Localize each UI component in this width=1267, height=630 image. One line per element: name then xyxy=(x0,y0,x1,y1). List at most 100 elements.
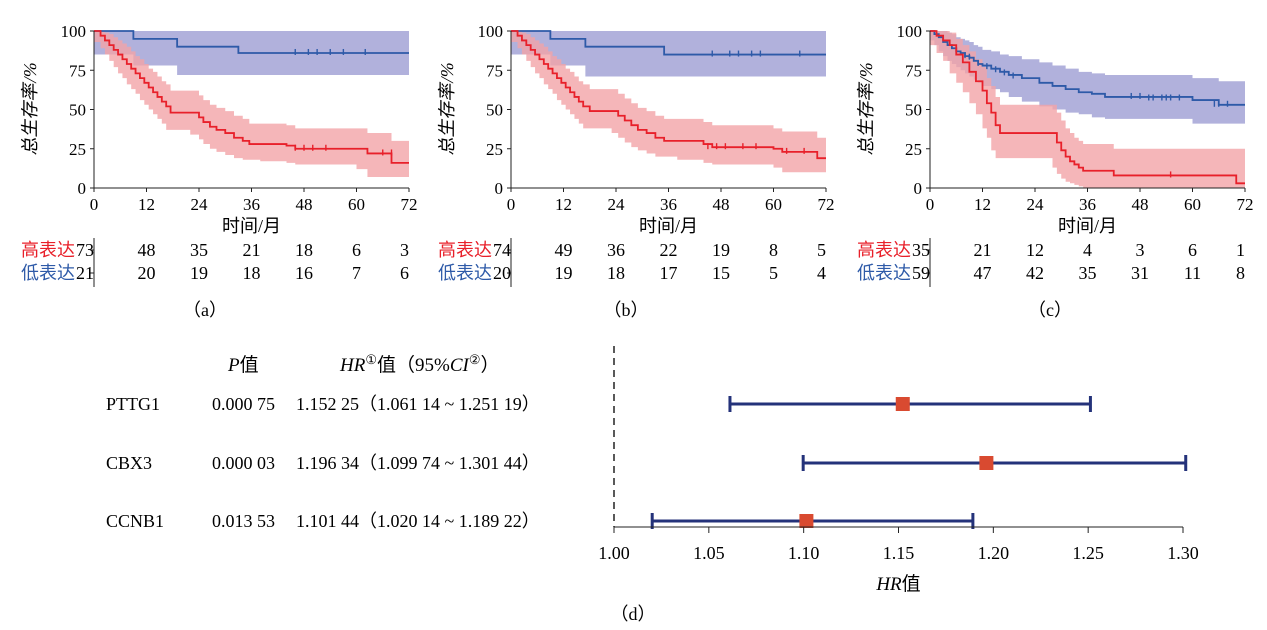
risk-table-group-label: 低表达 xyxy=(21,263,75,283)
x-tick-label: 60 xyxy=(765,195,782,214)
survival-curve-high xyxy=(511,30,826,160)
forest-gene-label: PTTG1 xyxy=(106,394,160,414)
y-tick-label: 0 xyxy=(914,179,923,198)
panel-label: （d） xyxy=(611,604,656,624)
risk-table-value: 19 xyxy=(190,263,208,283)
forest-x-tick-label: 1.30 xyxy=(1167,543,1199,563)
forest-x-axis-label: HR值 xyxy=(875,573,920,595)
risk-table-value: 20 xyxy=(138,263,156,283)
risk-table-value: 1 xyxy=(1236,240,1245,260)
risk-table-value: 35 xyxy=(1079,263,1097,283)
y-tick-label: 0 xyxy=(495,179,504,198)
header-p-suffix: 值 xyxy=(240,354,259,376)
forest-p-value: 0.000 75 xyxy=(212,394,275,414)
forest-gene-label: CBX3 xyxy=(106,453,152,473)
header-hr-end: ） xyxy=(480,354,499,376)
x-tick-label: 24 xyxy=(191,195,209,214)
ci-band-high xyxy=(930,31,1245,188)
x-tick-label: 60 xyxy=(348,195,365,214)
risk-table-value: 18 xyxy=(243,263,261,283)
forest-hr-text: 1.196 34（1.099 74 ~ 1.301 44） xyxy=(296,453,540,473)
risk-table-value: 6 xyxy=(352,240,361,260)
forest-p-value: 0.013 53 xyxy=(212,511,275,531)
risk-table-value: 21 xyxy=(974,240,992,260)
risk-table-value: 36 xyxy=(607,240,625,260)
risk-table-value: 4 xyxy=(1083,240,1092,260)
forest-x-tick-label: 1.10 xyxy=(788,543,820,563)
panel-label: （c） xyxy=(1028,300,1072,320)
header-hr-sup1: ① xyxy=(365,352,377,367)
risk-table-value: 47 xyxy=(974,263,992,283)
risk-table-group-label: 高表达 xyxy=(21,240,75,260)
risk-table-value: 7 xyxy=(352,263,361,283)
x-tick-label: 60 xyxy=(1184,195,1201,214)
risk-table-value: 74 xyxy=(493,240,511,260)
x-tick-label: 36 xyxy=(243,195,260,214)
forest-p-value: 0.000 03 xyxy=(212,453,275,473)
y-tick-label: 50 xyxy=(486,101,503,120)
risk-table-value: 19 xyxy=(712,240,730,260)
risk-table-value: 5 xyxy=(817,240,826,260)
risk-table-value: 4 xyxy=(817,263,826,283)
risk-table-value: 48 xyxy=(138,240,156,260)
risk-table-value: 49 xyxy=(555,240,573,260)
survival-curve-low xyxy=(511,30,826,56)
risk-table-value: 35 xyxy=(190,240,208,260)
header-hr-italic: HR xyxy=(339,355,366,376)
forest-x-tick-label: 1.15 xyxy=(883,543,915,563)
x-tick-label: 48 xyxy=(713,195,730,214)
y-tick-label: 25 xyxy=(486,140,503,159)
risk-table-group-label: 高表达 xyxy=(857,240,911,260)
x-tick-label: 0 xyxy=(926,195,935,214)
x-tick-label: 0 xyxy=(507,195,516,214)
risk-table-group-label: 低表达 xyxy=(857,263,911,283)
x-tick-label: 12 xyxy=(555,195,572,214)
risk-table-value: 3 xyxy=(1136,240,1145,260)
header-hr-ci: CI xyxy=(450,355,471,376)
y-tick-label: 100 xyxy=(61,22,87,41)
risk-table-value: 8 xyxy=(1236,263,1245,283)
forest-hr-text: 1.101 44（1.020 14 ~ 1.189 22） xyxy=(296,511,540,531)
y-tick-label: 75 xyxy=(486,61,503,80)
risk-table-value: 18 xyxy=(607,263,625,283)
survival-curve-high xyxy=(94,30,409,164)
x-tick-label: 72 xyxy=(818,195,835,214)
x-tick-label: 72 xyxy=(1237,195,1254,214)
header-hr-sup2: ② xyxy=(469,352,481,367)
x-axis-label: 时间/月 xyxy=(639,216,698,236)
risk-table-value: 5 xyxy=(769,263,778,283)
survival-curve-high xyxy=(930,30,1245,185)
risk-table-group-label: 低表达 xyxy=(438,263,492,283)
x-axis-label: 时间/月 xyxy=(1058,216,1117,236)
risk-table-value: 8 xyxy=(769,240,778,260)
x-tick-label: 12 xyxy=(138,195,155,214)
x-tick-label: 48 xyxy=(296,195,313,214)
x-tick-label: 72 xyxy=(401,195,418,214)
risk-table-value: 31 xyxy=(1131,263,1149,283)
risk-table-value: 6 xyxy=(1188,240,1197,260)
forest-x-tick-label: 1.05 xyxy=(693,543,725,563)
header-p-italic: P xyxy=(227,355,240,376)
header-hr-mid: 值（95% xyxy=(377,354,450,376)
risk-table-value: 18 xyxy=(295,240,313,260)
forest-x-tick-label: 1.25 xyxy=(1072,543,1104,563)
risk-table-value: 19 xyxy=(555,263,573,283)
x-tick-label: 0 xyxy=(90,195,99,214)
ci-band-high xyxy=(94,31,409,178)
y-tick-label: 75 xyxy=(69,61,86,80)
forest-plot: P值 HR①值（95%CI②） PTTG1 0.000 75 1.152 25（1.06… xyxy=(106,346,1199,624)
risk-table-value: 17 xyxy=(660,263,678,283)
risk-table-value: 21 xyxy=(243,240,261,260)
y-axis-label: 总生存率/% xyxy=(437,60,457,156)
risk-table-value: 12 xyxy=(1026,240,1044,260)
hr-point xyxy=(895,397,910,411)
y-tick-label: 25 xyxy=(905,140,922,159)
risk-table-value: 22 xyxy=(660,240,678,260)
forest-hr-text: 1.152 25（1.061 14 ~ 1.251 19） xyxy=(296,394,540,414)
forest-x-tick-label: 1.00 xyxy=(598,543,630,563)
